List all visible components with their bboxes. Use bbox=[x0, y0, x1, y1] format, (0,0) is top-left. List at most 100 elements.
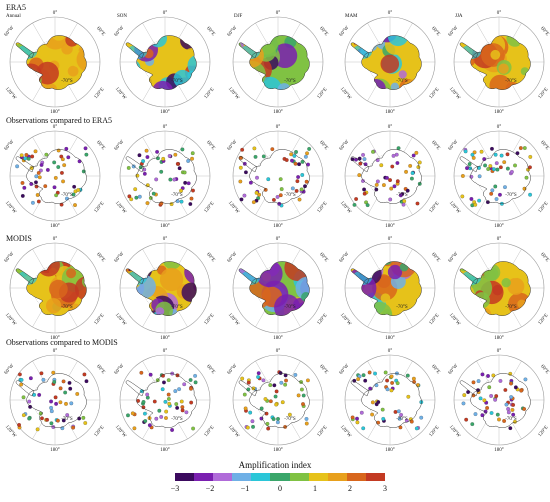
map-svg: 0° 180° 60°W 120°W 60°E 120°E -70°S bbox=[114, 11, 216, 115]
map-panel: 0° 180° 60°W 120°W 60°E 120°E -70°S bbox=[226, 124, 330, 229]
label-120w: 120°W bbox=[227, 87, 240, 101]
label-60w: 60°W bbox=[4, 25, 16, 37]
map-panel: 0° 180° 60°W 120°W 60°E 120°E -70°S bbox=[447, 10, 550, 115]
label-180deg: 180° bbox=[494, 448, 504, 453]
label-120e: 120°E bbox=[317, 313, 329, 326]
label-180deg: 180° bbox=[160, 448, 170, 453]
map-svg: 0° 180° 60°W 120°W 60°E 120°E -70°S bbox=[448, 349, 550, 453]
label-60w: 60°W bbox=[4, 363, 16, 375]
label-60w: 60°W bbox=[448, 363, 460, 375]
label-60w: 60°W bbox=[114, 139, 126, 151]
label-120w: 120°W bbox=[448, 201, 461, 215]
label-0deg: 0° bbox=[53, 125, 58, 130]
label-70s: -70°S bbox=[284, 417, 296, 422]
label-120w: 120°W bbox=[339, 201, 352, 215]
colorbar-swatch bbox=[175, 473, 195, 481]
map-panel: 0° 180° 60°W 120°W 60°E 120°E -70°S bbox=[226, 10, 330, 115]
label-60w: 60°W bbox=[448, 251, 460, 263]
label-180deg: 180° bbox=[385, 110, 395, 115]
label-0deg: 0° bbox=[53, 11, 58, 16]
map-svg: 0° 180° 60°W 120°W 60°E 120°E -70°S bbox=[4, 11, 106, 115]
map-panel: 0° 180° 60°W 120°W 60°E 120°E -70°S bbox=[226, 348, 330, 453]
map-svg: 0° 180° 60°W 120°W 60°E 120°E -70°S bbox=[339, 237, 441, 341]
label-120e: 120°E bbox=[429, 87, 441, 100]
colorbar-tick-label: 1 bbox=[313, 484, 317, 493]
label-70s: -70°S bbox=[284, 193, 296, 198]
label-120w: 120°W bbox=[114, 87, 127, 101]
label-120e: 120°E bbox=[538, 425, 550, 438]
map-svg: 0° 180° 60°W 120°W 60°E 120°E -70°S bbox=[114, 125, 216, 229]
label-0deg: 0° bbox=[53, 349, 58, 354]
label-180deg: 180° bbox=[273, 224, 283, 229]
label-120w: 120°W bbox=[114, 201, 127, 215]
map-svg: 0° 180° 60°W 120°W 60°E 120°E -70°S bbox=[227, 349, 329, 453]
label-60e: 60°E bbox=[205, 364, 215, 375]
label-120w: 120°W bbox=[339, 87, 352, 101]
label-120w: 120°W bbox=[339, 313, 352, 327]
label-0deg: 0° bbox=[388, 125, 393, 130]
label-0deg: 0° bbox=[497, 349, 502, 354]
label-180deg: 180° bbox=[494, 224, 504, 229]
map-svg: 0° 180° 60°W 120°W 60°E 120°E -70°S bbox=[227, 125, 329, 229]
map-svg: 0° 180° 60°W 120°W 60°E 120°E -70°S bbox=[114, 237, 216, 341]
label-60e: 60°E bbox=[430, 252, 440, 263]
map-panel: 0° 180° 60°W 120°W 60°E 120°E -70°S bbox=[447, 348, 550, 453]
colorbar-tick-label: 2 bbox=[348, 484, 352, 493]
colorbar-tick-label: −1 bbox=[240, 484, 250, 493]
map-svg: 0° 180° 60°W 120°W 60°E 120°E -70°S bbox=[448, 237, 550, 341]
map-svg: 0° 180° 60°W 120°W 60°E 120°E -70°S bbox=[339, 125, 441, 229]
label-60e: 60°E bbox=[430, 364, 440, 375]
row-title-era5: ERA5 bbox=[6, 3, 26, 12]
label-180deg: 180° bbox=[385, 336, 395, 341]
label-120e: 120°E bbox=[94, 313, 106, 326]
col-label-mam: MAM bbox=[345, 14, 358, 19]
map-svg: 0° 180° 60°W 120°W 60°E 120°E -70°S bbox=[448, 11, 550, 115]
col-label-djf: DJF bbox=[234, 14, 243, 19]
label-70s: -70°S bbox=[284, 79, 296, 84]
label-0deg: 0° bbox=[163, 237, 168, 242]
colorbar-swatch bbox=[270, 473, 290, 481]
label-60e: 60°E bbox=[539, 140, 549, 151]
label-60w: 60°W bbox=[4, 251, 16, 263]
label-180deg: 180° bbox=[385, 224, 395, 229]
label-120w: 120°W bbox=[4, 87, 17, 101]
label-60w: 60°W bbox=[227, 139, 239, 151]
label-180deg: 180° bbox=[494, 336, 504, 341]
col-label-annual: Annual bbox=[6, 14, 21, 19]
label-120e: 120°E bbox=[317, 87, 329, 100]
colorbar-swatch bbox=[308, 473, 328, 481]
label-180deg: 180° bbox=[50, 336, 60, 341]
label-120e: 120°E bbox=[538, 87, 550, 100]
map-svg: 0° 180° 60°W 120°W 60°E 120°E -70°S bbox=[4, 237, 106, 341]
label-120w: 120°W bbox=[4, 313, 17, 327]
label-120e: 120°E bbox=[204, 201, 216, 214]
label-0deg: 0° bbox=[388, 349, 393, 354]
label-120w: 120°W bbox=[448, 425, 461, 439]
label-60e: 60°E bbox=[318, 140, 328, 151]
label-70s: -70°S bbox=[284, 305, 296, 310]
label-120e: 120°E bbox=[94, 425, 106, 438]
colorbar-swatch bbox=[346, 473, 366, 481]
label-120e: 120°E bbox=[317, 201, 329, 214]
label-60e: 60°E bbox=[205, 140, 215, 151]
map-svg: 0° 180° 60°W 120°W 60°E 120°E -70°S bbox=[4, 349, 106, 453]
label-0deg: 0° bbox=[163, 125, 168, 130]
label-180deg: 180° bbox=[494, 110, 504, 115]
label-60w: 60°W bbox=[339, 139, 351, 151]
row-title-obs-era5: Observations compared to ERA5 bbox=[6, 116, 112, 125]
map-svg: 0° 180° 60°W 120°W 60°E 120°E -70°S bbox=[227, 237, 329, 341]
col-label-son: SON bbox=[117, 14, 128, 19]
map-svg: 0° 180° 60°W 120°W 60°E 120°E -70°S bbox=[448, 125, 550, 229]
label-60e: 60°E bbox=[318, 252, 328, 263]
label-120e: 120°E bbox=[317, 425, 329, 438]
label-0deg: 0° bbox=[276, 11, 281, 16]
label-60e: 60°E bbox=[95, 26, 105, 37]
label-60w: 60°W bbox=[227, 251, 239, 263]
label-70s: -70°S bbox=[171, 417, 183, 422]
label-120w: 120°W bbox=[4, 201, 17, 215]
label-120w: 120°W bbox=[448, 313, 461, 327]
colorbar-swatch bbox=[365, 473, 386, 481]
label-70s: -70°S bbox=[505, 79, 517, 84]
label-120w: 120°W bbox=[227, 201, 240, 215]
label-70s: -70°S bbox=[505, 305, 517, 310]
